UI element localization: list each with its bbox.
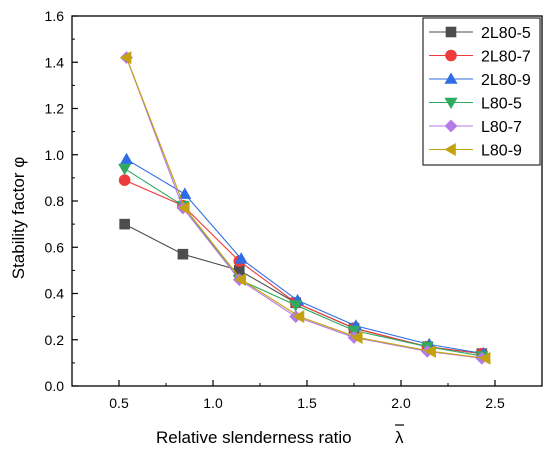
legend-entry: L80-9 — [429, 143, 522, 160]
legend-entry: 2L80-5 — [429, 25, 531, 42]
axes: 0.5 1.0 1.5 2.0 2.5 0.0 0.2 0.4 0.6 0.8 1.0 1.2 1.4 1… — [45, 8, 543, 411]
data-point — [177, 248, 189, 260]
legend-marker — [444, 142, 456, 157]
series-l80-5 — [118, 163, 489, 363]
legend-entry: L80-5 — [429, 96, 522, 113]
y-tick-label: 0.8 — [45, 193, 65, 209]
y-tick-label: 1.6 — [45, 8, 65, 24]
legend-entry: 2L80-7 — [429, 49, 531, 66]
legend-marker — [445, 49, 457, 62]
series-line — [124, 223, 482, 355]
series-2l80-7 — [118, 174, 488, 360]
legend-label: 2L80-9 — [481, 72, 531, 89]
data-point — [234, 273, 246, 287]
legend-label: L80-9 — [481, 143, 522, 160]
legend-label: 2L80-5 — [481, 25, 531, 42]
legend-label: L80-7 — [481, 119, 522, 136]
legend-marker — [444, 72, 458, 84]
legend-entry: L80-7 — [429, 119, 522, 136]
y-tick-label: 1.2 — [45, 101, 65, 117]
y-tick-label: 0.6 — [45, 239, 65, 255]
data-point — [351, 330, 363, 344]
legend-marker — [444, 119, 458, 133]
y-tick-label: 0.0 — [45, 378, 65, 394]
y-tick-label: 1.0 — [45, 147, 65, 163]
x-tick-label: 1.5 — [297, 395, 317, 411]
y-tick-label: 1.4 — [45, 54, 65, 70]
legend-label: L80-5 — [481, 96, 522, 113]
data-point — [178, 187, 192, 199]
legend-marker — [444, 97, 458, 110]
data-point — [292, 310, 305, 324]
series-layer — [118, 51, 491, 365]
x-tick-label: 0.5 — [109, 395, 129, 411]
x-tick-label: 2.0 — [391, 395, 411, 411]
data-point — [118, 163, 132, 176]
x-tick-label: 2.5 — [485, 395, 505, 411]
legend-box — [422, 17, 541, 166]
series-l80-9 — [119, 51, 491, 365]
data-point — [424, 344, 436, 358]
series-2l80-5 — [119, 218, 488, 359]
x-axis-title: Relative slenderness ratio — [156, 428, 352, 447]
data-point — [478, 351, 491, 365]
legend-marker — [445, 26, 457, 38]
data-point — [119, 218, 130, 230]
data-point — [119, 51, 132, 65]
data-point — [178, 201, 190, 215]
data-point — [118, 174, 131, 186]
data-point — [234, 252, 248, 264]
legend-entry: 2L80-9 — [429, 72, 531, 89]
legend-label: 2L80-7 — [481, 49, 531, 66]
legend: 2L80-5 2L80-7 2L80-9 L80-5 L80-7 L80-9 — [422, 17, 541, 166]
y-tick-label: 0.2 — [45, 332, 65, 348]
x-tick-label: 1.0 — [203, 395, 223, 411]
y-tick-label: 0.4 — [45, 286, 65, 302]
data-point — [289, 300, 303, 312]
x-axis-title-symbol: λ — [395, 428, 404, 447]
y-axis-title: Stability factor φ — [9, 157, 28, 280]
x-axis-title-group: Relative slenderness ratio λ — [156, 424, 404, 447]
data-point — [120, 152, 134, 165]
